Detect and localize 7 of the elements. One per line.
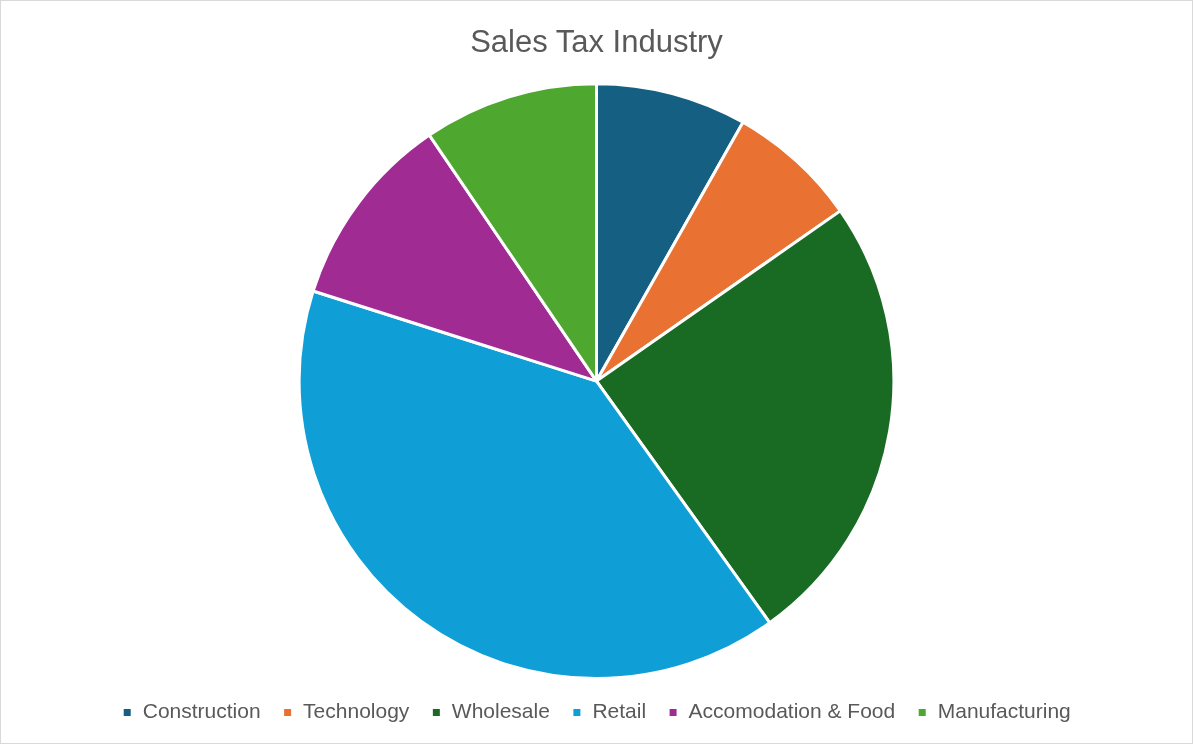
legend-label: Wholesale [451,699,550,723]
legend-label: Accomodation & Food [688,699,896,723]
legend-label: Technology [303,699,410,723]
chart-title: Sales Tax Industry [470,24,724,60]
legend-label: Construction [142,699,261,723]
legend-label: Manufacturing [937,699,1071,723]
legend-label: Retail [592,699,647,723]
